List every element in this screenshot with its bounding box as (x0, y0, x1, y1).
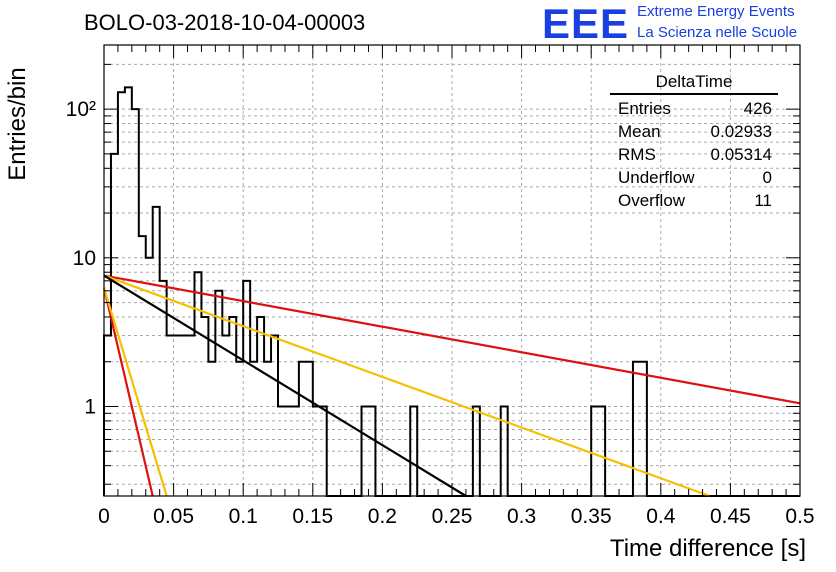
x-tick-label: 0.25 (432, 505, 473, 528)
x-tick-label: 0.45 (710, 505, 751, 528)
x-tick-label: 0.1 (229, 505, 258, 528)
y-tick-label: 10 (73, 247, 96, 270)
stats-row-underflow: Underflow 0 (610, 166, 778, 189)
stats-label: Overflow (618, 191, 686, 210)
x-tick-label: 0.35 (571, 505, 612, 528)
stats-label: Mean (618, 122, 661, 141)
stats-value: 0.05314 (710, 145, 772, 164)
y-tick-label: 1 (84, 395, 96, 418)
stats-row-mean: Mean 0.02933 (610, 120, 778, 143)
logo-caption-line1: Extreme Energy Events (637, 3, 795, 20)
x-tick-label: 0.2 (368, 505, 397, 528)
eee-logo: EEE (542, 0, 630, 47)
stats-row-overflow: Overflow 11 (610, 189, 778, 212)
fit-line-3 (103, 274, 467, 497)
x-axis-label: Time difference [s] (609, 535, 806, 562)
fit-line-2 (103, 274, 710, 498)
stats-label: RMS (618, 145, 656, 164)
logo-caption-line2: La Scienza nelle Scuole (637, 24, 798, 41)
y-tick-label: 10² (66, 98, 96, 121)
y-axis-label: Entries/bin (4, 67, 31, 181)
stats-row-rms: RMS 0.05314 (610, 143, 778, 166)
x-tick-label: 0.4 (646, 505, 676, 528)
x-tick-label: 0.3 (507, 505, 536, 528)
stats-value: 426 (743, 99, 772, 118)
stats-label: Underflow (618, 168, 695, 187)
stats-row-entries: Entries 426 (610, 97, 778, 120)
stats-label: Entries (618, 99, 671, 118)
run-title: BOLO-03-2018-10-04-00003 (84, 10, 366, 35)
x-tick-label: 0.15 (292, 505, 333, 528)
fit-line-1 (103, 274, 801, 405)
stats-value: 0 (762, 168, 772, 187)
x-tick-label: 0.05 (153, 505, 194, 528)
fit-line-4 (102, 287, 154, 497)
stats-value: 0.02933 (710, 122, 772, 141)
stats-value: 11 (754, 191, 772, 210)
x-tick-label: 0 (98, 505, 110, 528)
fit-line-5 (102, 287, 168, 497)
stats-box: DeltaTime Entries 426 Mean 0.02933 RMS 0.05… (610, 72, 778, 212)
x-tick-label: 0.5 (785, 505, 814, 528)
stats-title: DeltaTime (610, 72, 778, 95)
